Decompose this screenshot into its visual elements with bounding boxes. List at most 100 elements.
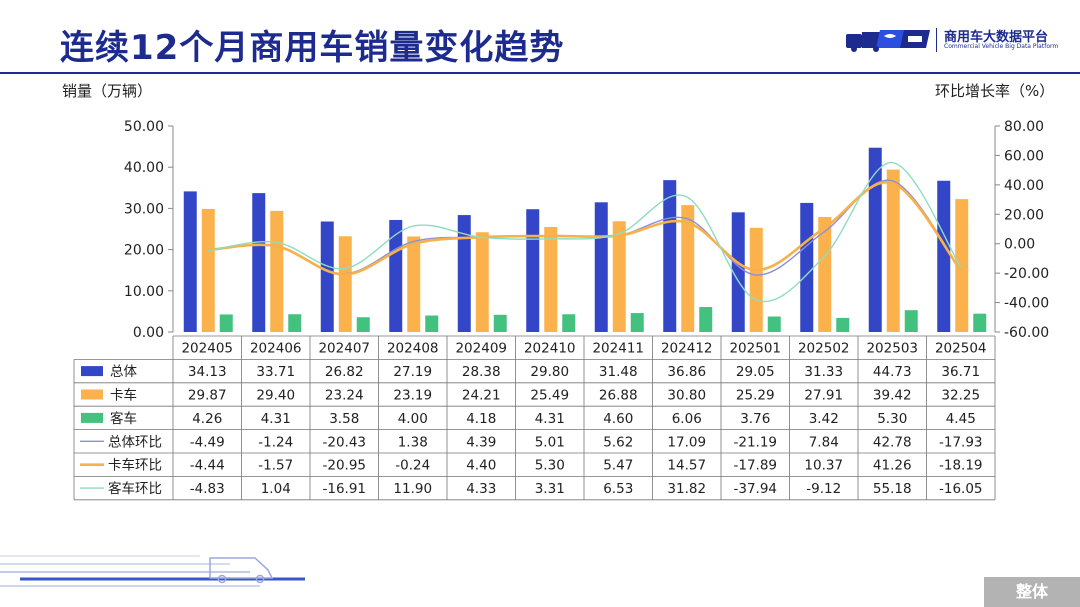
table-cell: -4.49 (190, 434, 225, 450)
truck-lines-decoration (0, 555, 305, 587)
bar-total (320, 221, 334, 332)
bar-bus (288, 314, 302, 332)
table-cell: 25.29 (736, 388, 775, 404)
table-cell: 7.84 (809, 434, 839, 450)
bar-truck (681, 205, 695, 332)
table-cell: -1.24 (258, 434, 293, 450)
y2-tick-label: 0.00 (1004, 237, 1035, 253)
table-cell: 4.40 (466, 458, 496, 474)
x-tick-label: 202501 (729, 341, 781, 357)
y-tick-label: 40.00 (124, 160, 164, 176)
table-cell: 24.21 (462, 388, 501, 404)
table-cell: 31.33 (804, 364, 843, 380)
logo-text: 商用车大数据平台 (944, 30, 1049, 45)
table-cell: 26.82 (325, 364, 364, 380)
x-tick-label: 202408 (387, 341, 439, 357)
legend-swatch (81, 412, 103, 423)
logo-subtext: Commercial Vehicle Big Data Platform (944, 43, 1059, 50)
bar-total (663, 180, 677, 332)
table-cell: 36.71 (941, 364, 980, 380)
bar-bus (493, 314, 507, 332)
bar-bus (836, 317, 850, 332)
x-tick-label: 202409 (455, 341, 507, 357)
bar-bus (630, 313, 644, 332)
bar-total (389, 219, 403, 332)
bar-total (731, 212, 745, 332)
logo-divider (936, 28, 937, 52)
x-tick-label: 202410 (524, 341, 576, 357)
y2-tick-label: 60.00 (1004, 148, 1044, 164)
table-cell: -17.93 (939, 434, 983, 450)
table-cell: 3.31 (535, 481, 565, 497)
table-cell: -37.94 (733, 481, 777, 497)
sales-chart: 0.00 10.00 20.00 30.00 40.00 50.00 -60.00 -40.0… (73, 119, 1049, 501)
table-cell: 39.42 (873, 388, 912, 404)
table-cell: 41.26 (873, 458, 912, 474)
x-tick-label: 202504 (935, 341, 987, 357)
y2-tick-label: 20.00 (1004, 207, 1044, 223)
table-cell: 14.57 (667, 458, 706, 474)
title-divider (0, 72, 1080, 74)
legend-label: 卡车环比 (108, 457, 162, 474)
table-cell: 3.76 (740, 411, 770, 427)
y2-tick-label: -20.00 (1004, 266, 1049, 282)
table-cell: -21.19 (733, 434, 777, 450)
bar-total (457, 215, 471, 332)
table-cell: -18.19 (939, 458, 983, 474)
y2-axis-label: 环比增长率（%） (935, 82, 1055, 100)
table-cell: 23.19 (393, 388, 432, 404)
bar-total (868, 147, 882, 332)
bar-bus (973, 313, 987, 332)
y2-tick-label: 40.00 (1004, 178, 1044, 194)
bar-truck (338, 236, 352, 332)
table-cell: 4.39 (466, 434, 496, 450)
table-cell: 5.62 (603, 434, 633, 450)
table-cell: -9.12 (806, 481, 841, 497)
y-tick-label: 50.00 (124, 119, 164, 135)
table-cell: 1.04 (261, 481, 291, 497)
table-cell: 6.06 (672, 411, 702, 427)
bar-total (937, 180, 951, 332)
platform-logo: 商用车大数据平台 Commercial Vehicle Big Data Pla… (846, 24, 1076, 58)
table-cell: 29.87 (188, 388, 227, 404)
x-tick-label: 202407 (318, 341, 370, 357)
table-cell: 4.60 (603, 411, 633, 427)
bar-truck (818, 217, 832, 332)
table-cell: 11.90 (393, 481, 432, 497)
bar-truck (612, 221, 626, 332)
x-tick-label: 202502 (798, 341, 850, 357)
table-cell: 55.18 (873, 481, 912, 497)
section-tab[interactable]: 整体 (984, 577, 1080, 607)
bar-total (594, 202, 608, 332)
y-tick-label: 0.00 (133, 325, 164, 341)
bar-truck (270, 210, 284, 332)
table-cell: 44.73 (873, 364, 912, 380)
table-cell: 27.91 (804, 388, 843, 404)
bar-truck (544, 226, 558, 332)
table-cell: 27.19 (393, 364, 432, 380)
truck-logo-icon (846, 30, 930, 52)
y2-tick-label: 80.00 (1004, 119, 1044, 135)
table-cell: 26.88 (599, 388, 638, 404)
table-cell: 5.47 (603, 458, 633, 474)
table-cell: 31.48 (599, 364, 638, 380)
y-tick-label: 30.00 (124, 201, 164, 217)
table-cell: -4.44 (190, 458, 225, 474)
table-cell: 5.30 (877, 411, 907, 427)
legend-label: 客车 (110, 410, 137, 427)
table-cell: 4.00 (398, 411, 428, 427)
bar-truck (886, 169, 900, 332)
page-title: 连续12个月商用车销量变化趋势 (60, 28, 565, 68)
table-cell: 29.05 (736, 364, 775, 380)
y-tick-label: 10.00 (124, 284, 164, 300)
table-cell: 4.26 (192, 411, 222, 427)
table-cell: 6.53 (603, 481, 633, 497)
table-cell: 3.42 (809, 411, 839, 427)
table-cell: 17.09 (667, 434, 706, 450)
table-cell: 23.24 (325, 388, 364, 404)
bar-truck (475, 232, 489, 332)
bar-truck (749, 227, 763, 332)
table-cell: 5.01 (535, 434, 565, 450)
table-cell: -16.05 (939, 481, 983, 497)
legend-swatch (81, 389, 103, 400)
